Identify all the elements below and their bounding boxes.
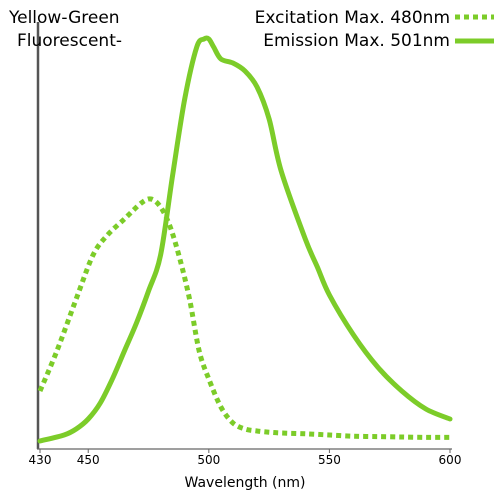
x-tick-label: 450 [77, 453, 100, 467]
excitation-series-line [37, 196, 451, 440]
series-layer [37, 35, 453, 444]
x-tick-label: 600 [439, 453, 462, 467]
x-ticks: 430 450 500 550 600 [29, 449, 462, 467]
legend-label-emission: Emission Max. 501nm [263, 31, 450, 51]
legend-label-excitation: Excitation Max. 480nm [254, 8, 450, 28]
x-tick-label: 430 [29, 453, 52, 467]
x-tick-label: 500 [197, 453, 220, 467]
legend [455, 14, 494, 44]
x-axis-title: Wavelength (nm) [185, 475, 306, 491]
emission-series-line [37, 35, 453, 444]
chart-title-line-1: Yellow-Green [9, 8, 120, 28]
x-tick-label: 550 [318, 453, 341, 467]
chart-title-line-2: Fluorescent- [17, 31, 122, 51]
